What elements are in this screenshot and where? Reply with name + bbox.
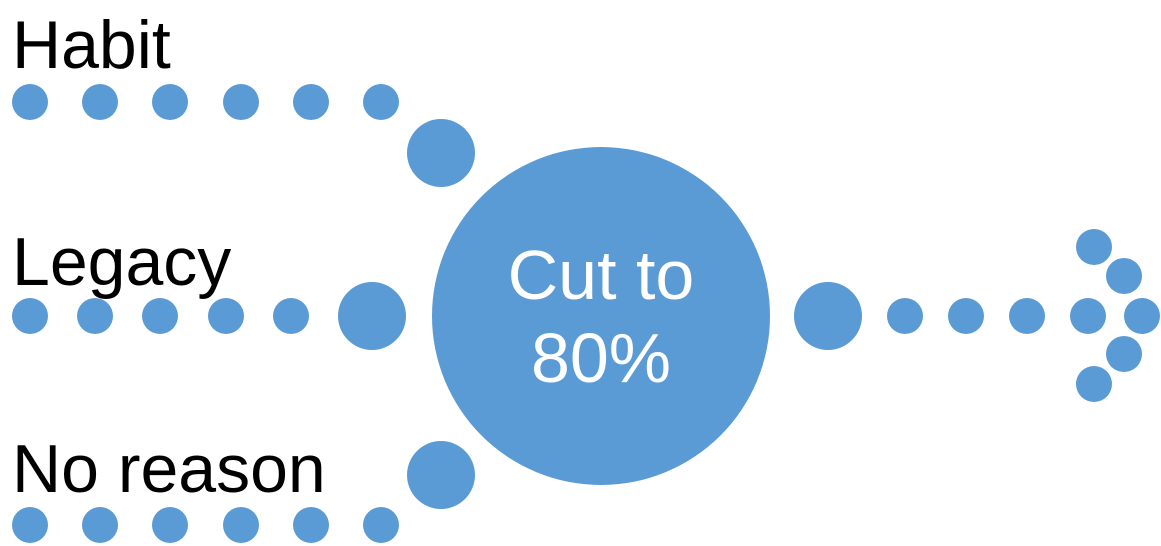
habit-dot [293,84,329,120]
output-connector-dot [794,282,862,350]
habit-connector-dot [407,119,475,187]
center-label-line2: 80% [531,319,671,397]
center-circle [432,147,770,485]
legacy-dot [208,298,244,334]
output-dot [887,298,923,334]
legacy-dot [273,298,309,334]
arrowhead-dot [1076,229,1112,265]
input-label-legacy: Legacy [12,224,231,300]
center-label-line1: Cut to [508,236,695,314]
output-dotted-arrow [794,229,1160,402]
output-dot [948,298,984,334]
arrowhead-tip-dot [1124,298,1160,334]
legacy-dot [77,298,113,334]
habit-dot [12,84,48,120]
legacy-dot-path [12,282,406,350]
legacy-connector-dot [338,282,406,350]
arrowhead-dot [1076,366,1112,402]
output-dot [1070,298,1106,334]
input-label-habit: Habit [12,7,171,83]
legacy-dot [12,298,48,334]
habit-dot [152,84,188,120]
habit-dot [223,84,259,120]
no-reason-dot [293,507,329,543]
habit-dot-path [12,84,475,187]
no-reason-dot [82,507,118,543]
no-reason-connector-dot [407,441,475,509]
no-reason-dot [223,507,259,543]
no-reason-dot-path [12,441,475,543]
arrowhead-dot [1106,258,1142,294]
no-reason-dot [363,507,399,543]
legacy-dot [142,298,178,334]
no-reason-dot [12,507,48,543]
output-dot [1009,298,1045,334]
habit-dot [82,84,118,120]
input-label-no-reason: No reason [12,431,326,507]
no-reason-dot [152,507,188,543]
habit-dot [363,84,399,120]
arrowhead-dot [1106,336,1142,372]
